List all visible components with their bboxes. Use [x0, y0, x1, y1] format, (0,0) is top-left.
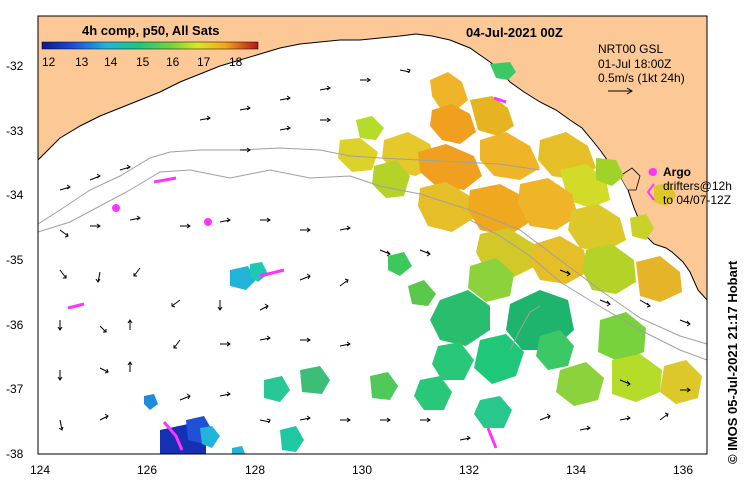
colorbar-tick: 13 [75, 55, 89, 69]
argo-legend-line2: to 04/07-12Z [663, 193, 731, 207]
x-tick-label: 130 [352, 463, 372, 477]
velocity-legend-line2: 01-Jul 18:00Z [598, 57, 671, 71]
colorbar-tick: 15 [136, 55, 150, 69]
argo-legend: Argo drifters@12h to 04/07-12Z [646, 165, 732, 207]
x-tick-label: 124 [30, 463, 50, 477]
colorbar-tick: 18 [229, 55, 243, 69]
y-tick-label: -35 [6, 253, 24, 267]
argo-legend-marker [648, 168, 656, 176]
x-tick-label: 134 [566, 463, 586, 477]
y-tick-label: -33 [6, 124, 24, 138]
x-axis: 124 126 128 130 132 134 136 [30, 463, 693, 477]
velocity-legend-line1: NRT00 GSL [598, 42, 663, 56]
colorbar-tick: 12 [42, 55, 56, 69]
y-tick-label: -37 [6, 382, 24, 396]
drifter-legend-symbol [646, 183, 655, 201]
velocity-legend: NRT00 GSL 01-Jul 18:00Z 0.5m/s (1kt 24h) [598, 42, 685, 95]
land-mass [38, 16, 707, 301]
y-tick-label: -32 [6, 59, 24, 73]
y-tick-label: -34 [6, 188, 24, 202]
credit-text: © IMOS 05-Jul-2021 21:17 Hobart [725, 260, 740, 464]
colorbar-title: 4h comp, p50, All Sats [82, 23, 220, 38]
colorbar-tick: 16 [166, 55, 180, 69]
x-tick-label: 126 [137, 463, 157, 477]
plot-frame [37, 15, 708, 455]
velocity-scale-arrow [608, 87, 633, 95]
y-tick-label: -38 [6, 447, 24, 461]
x-tick-label: 136 [673, 463, 693, 477]
coastal-warm-patch [490, 62, 516, 80]
y-tick-label: -36 [6, 318, 24, 332]
x-tick-label: 128 [245, 463, 265, 477]
sst-patches [144, 72, 702, 454]
colorbar-tick: 17 [197, 55, 211, 69]
colorbar: 4h comp, p50, All Sats 12 13 14 15 16 17… [41, 23, 259, 69]
current-arrows [57, 68, 691, 441]
x-tick-label: 132 [459, 463, 479, 477]
velocity-legend-line3: 0.5m/s (1kt 24h) [598, 71, 685, 85]
map-date-title: 04-Jul-2021 00Z [466, 25, 563, 40]
y-axis: -32 -33 -34 -35 -36 -37 -38 [6, 59, 24, 461]
coast-inlet [619, 167, 641, 191]
drifter-tracks [38, 147, 707, 361]
colorbar-tick: 14 [104, 55, 118, 69]
colorbar-gradient [41, 41, 259, 50]
argo-legend-label: Argo [663, 165, 691, 179]
argo-legend-line1: drifters@12h [663, 179, 732, 193]
